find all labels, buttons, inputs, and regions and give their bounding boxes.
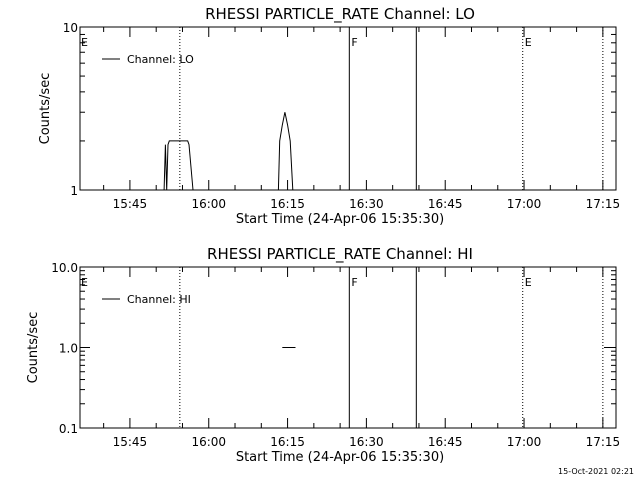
x-axis-label: Start Time (24-Apr-06 15:35:30) — [236, 450, 444, 465]
y-tick-label: 1 — [70, 184, 78, 198]
x-tick-label: 17:15 — [586, 197, 621, 211]
marker-label: E — [525, 36, 532, 49]
x-tick-label: 15:45 — [113, 197, 148, 211]
legend-label: Channel: LO — [127, 53, 194, 66]
y-tick-label: 0.1 — [59, 422, 78, 436]
series-line — [163, 112, 294, 191]
chart-title: RHESSI PARTICLE_RATE Channel: LO — [205, 5, 475, 24]
marker-label: F — [351, 36, 357, 49]
corner-marker-label: E — [81, 36, 88, 49]
x-tick-label: 16:00 — [191, 435, 226, 449]
marker-label: F — [351, 276, 357, 289]
panel-hi: RHESSI PARTICLE_RATE Channel: HI 15:45 16:… — [26, 245, 620, 465]
plot-frame — [79, 26, 617, 191]
y-axis-label: Counts/sec — [38, 73, 53, 145]
x-tick-label: 16:30 — [349, 197, 384, 211]
marker-label: E — [525, 276, 532, 289]
timestamp: 15-Oct-2021 02:21 — [558, 467, 634, 476]
legend-label: Channel: HI — [127, 293, 191, 306]
x-tick-label: 16:45 — [428, 435, 463, 449]
y-axis-label: Counts/sec — [26, 312, 41, 384]
x-tick-label: 17:15 — [586, 435, 621, 449]
x-axis-label: Start Time (24-Apr-06 15:35:30) — [236, 212, 444, 227]
y-tick-label: 10.0 — [51, 261, 78, 275]
y-tick-label: 10 — [63, 21, 78, 35]
x-tick-label: 15:45 — [113, 435, 148, 449]
plot-frame — [79, 266, 617, 429]
y-tick-label: 1.0 — [59, 342, 78, 356]
x-tick-label: 16:45 — [428, 197, 463, 211]
corner-marker-label: E — [81, 276, 88, 289]
x-tick-label: 17:00 — [507, 435, 542, 449]
x-tick-label: 17:00 — [507, 197, 542, 211]
x-tick-label: 16:15 — [270, 197, 305, 211]
x-tick-label: 16:30 — [349, 435, 384, 449]
panel-lo: RHESSI PARTICLE_RATE Channel: LO 15:45 16:… — [38, 5, 620, 227]
x-tick-label: 16:15 — [270, 435, 305, 449]
chart-title: RHESSI PARTICLE_RATE Channel: HI — [207, 245, 473, 264]
x-tick-label: 16:00 — [191, 197, 226, 211]
